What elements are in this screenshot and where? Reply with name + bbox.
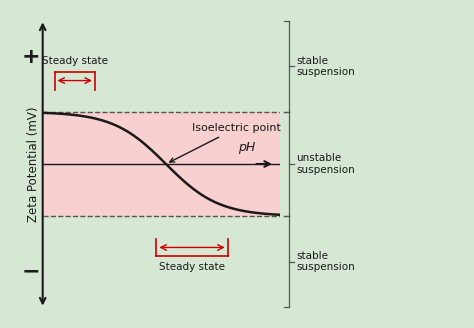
Bar (43, 216, 280, 313)
Text: Steady state: Steady state (42, 56, 108, 66)
Text: unstable
suspension: unstable suspension (296, 153, 355, 175)
Text: Isoelectric point: Isoelectric point (170, 123, 281, 162)
Text: +: + (21, 47, 40, 67)
Text: stable
suspension: stable suspension (296, 56, 355, 77)
Text: stable
suspension: stable suspension (296, 251, 355, 272)
Text: −: − (21, 261, 40, 281)
Bar (43, 112, 280, 216)
Text: pH: pH (238, 141, 255, 154)
Bar (43, 15, 280, 112)
Text: Steady state: Steady state (159, 262, 225, 272)
Y-axis label: Zeta Potential (mV): Zeta Potential (mV) (27, 106, 40, 222)
